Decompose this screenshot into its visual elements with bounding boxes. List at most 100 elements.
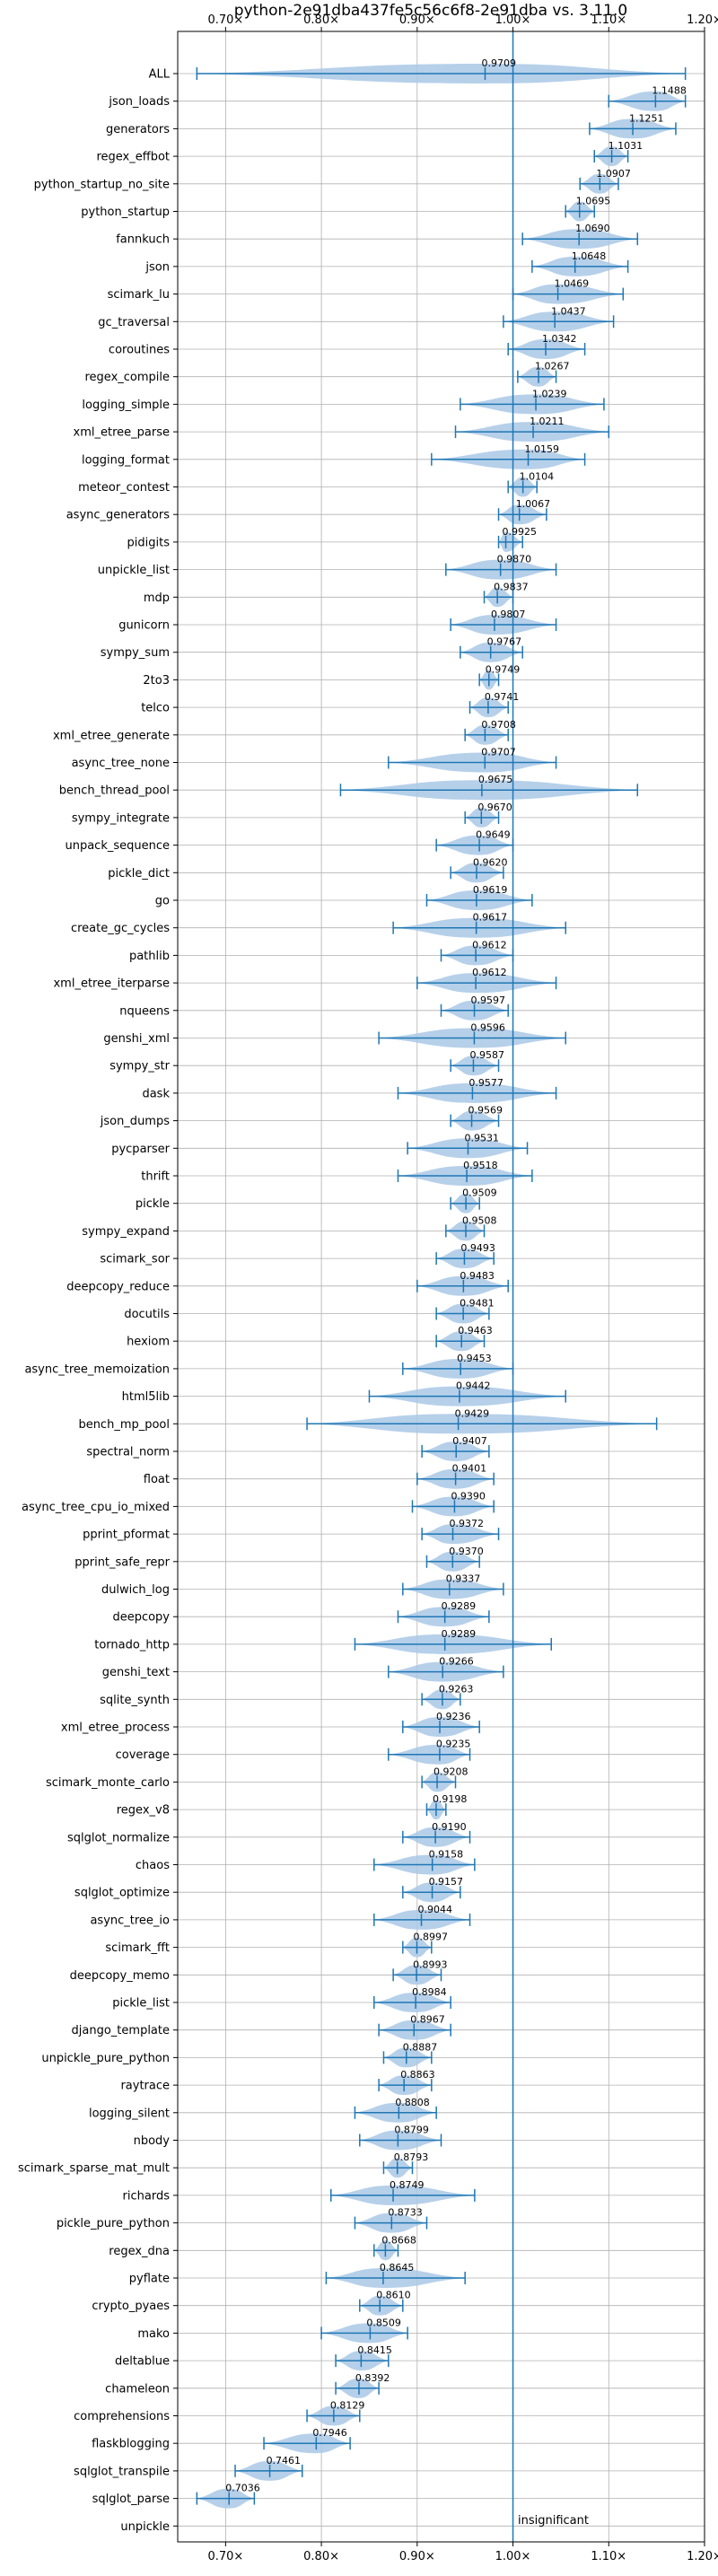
category-label: xml_etree_generate bbox=[53, 729, 170, 742]
value-label: 0.8610 bbox=[376, 2290, 411, 2301]
category-label: async_tree_io bbox=[90, 1914, 170, 1927]
value-label: 0.9337 bbox=[446, 1573, 481, 1585]
category-label: async_tree_cpu_io_mixed bbox=[22, 1501, 170, 1514]
value-label: 0.9707 bbox=[481, 747, 516, 758]
value-label: 0.9587 bbox=[469, 1049, 504, 1061]
category-label: gc_traversal bbox=[98, 316, 170, 329]
value-label: 1.0267 bbox=[535, 361, 570, 372]
violin-layer bbox=[196, 64, 687, 2509]
category-label: coverage bbox=[116, 1748, 170, 1762]
value-label: 0.9266 bbox=[439, 1656, 474, 1668]
value-label: 0.9596 bbox=[470, 1022, 505, 1034]
value-label: 1.0437 bbox=[551, 305, 586, 317]
value-label: 0.9617 bbox=[473, 912, 508, 924]
category-label: json bbox=[144, 260, 170, 274]
category-label: scimark_sor bbox=[100, 1253, 170, 1266]
value-label: 0.9390 bbox=[451, 1490, 485, 1502]
value-label: 1.0695 bbox=[576, 196, 611, 207]
value-label: 0.7036 bbox=[225, 2483, 260, 2494]
category-label: telco bbox=[141, 702, 170, 715]
tick-label-top: 1.20× bbox=[687, 13, 718, 27]
category-label: 2to3 bbox=[143, 674, 170, 688]
category-label: docutils bbox=[124, 1308, 170, 1321]
value-label: 0.9531 bbox=[464, 1132, 499, 1143]
value-label: 0.9649 bbox=[476, 829, 511, 841]
category-label: deepcopy_reduce bbox=[66, 1280, 170, 1293]
value-label: 0.9044 bbox=[418, 1904, 453, 1915]
category-label: html5lib bbox=[122, 1390, 170, 1404]
category-label: sqlglot_transpile bbox=[74, 2465, 170, 2478]
category-label: unpickle_pure_python bbox=[41, 2052, 170, 2065]
category-label: dask bbox=[142, 1087, 170, 1100]
tick-label-top: 0.70× bbox=[207, 13, 243, 27]
category-label: pickle bbox=[136, 1197, 170, 1211]
value-label: 0.9675 bbox=[478, 774, 513, 785]
value-label: 0.9597 bbox=[471, 994, 506, 1006]
category-label: thrift bbox=[141, 1170, 170, 1184]
value-label: 0.9463 bbox=[458, 1325, 493, 1336]
category-label: logging_silent bbox=[89, 2107, 170, 2120]
category-label: unpickle bbox=[120, 2520, 170, 2534]
value-label: 0.8997 bbox=[413, 1932, 448, 1943]
category-label: pyflate bbox=[129, 2273, 170, 2286]
tick-label-bottom: 0.80× bbox=[303, 2550, 339, 2563]
value-label: 1.0342 bbox=[542, 333, 577, 345]
insignificant-annotation: insignificant bbox=[518, 2514, 589, 2528]
value-label: 0.8799 bbox=[394, 2125, 429, 2136]
tick-label-bottom: 0.90× bbox=[399, 2550, 435, 2563]
value-label: 1.1251 bbox=[629, 112, 664, 124]
value-label: 0.8967 bbox=[410, 2014, 445, 2026]
category-label: scimark_sparse_mat_mult bbox=[18, 2162, 170, 2176]
value-label: 0.8887 bbox=[403, 2041, 438, 2053]
value-label: 0.9481 bbox=[460, 1298, 495, 1310]
value-label: 0.9190 bbox=[432, 1821, 467, 1833]
category-label: scimark_fft bbox=[105, 1941, 170, 1955]
value-label: 0.9518 bbox=[463, 1160, 498, 1171]
tick-label-top: 1.00× bbox=[495, 13, 531, 27]
tick-label-bottom: 1.20× bbox=[687, 2550, 718, 2563]
category-label: raytrace bbox=[120, 2080, 170, 2093]
category-label: sympy_sum bbox=[101, 646, 170, 660]
value-label: 0.9370 bbox=[449, 1546, 483, 1557]
category-label: regex_v8 bbox=[117, 1804, 170, 1818]
category-label: pprint_pformat bbox=[83, 1529, 170, 1542]
category-label: ALL bbox=[149, 68, 171, 82]
category-label: richards bbox=[123, 2189, 171, 2203]
value-label: 1.0104 bbox=[520, 471, 555, 483]
value-label: 0.8984 bbox=[412, 1986, 447, 1998]
category-label: xml_etree_parse bbox=[74, 426, 170, 440]
value-label: 0.9670 bbox=[477, 802, 512, 813]
value-label: 0.9453 bbox=[457, 1353, 492, 1364]
category-label: regex_compile bbox=[84, 371, 170, 384]
category-label: crypto_pyaes bbox=[92, 2300, 170, 2313]
value-label: 0.9509 bbox=[462, 1187, 497, 1199]
category-label: sqlglot_normalize bbox=[67, 1831, 170, 1844]
value-label: 1.0469 bbox=[555, 278, 590, 290]
category-label: genshi_text bbox=[102, 1666, 170, 1679]
value-label: 1.0159 bbox=[525, 443, 560, 455]
category-label: unpickle_list bbox=[98, 564, 170, 577]
value-label: 0.8749 bbox=[390, 2179, 425, 2191]
value-label: 0.9289 bbox=[442, 1600, 477, 1612]
value-label: 0.9157 bbox=[429, 1876, 463, 1888]
value-label: 0.9577 bbox=[468, 1077, 503, 1089]
category-label: unpack_sequence bbox=[65, 839, 170, 853]
category-label: scimark_lu bbox=[108, 288, 170, 302]
category-label: sqlglot_optimize bbox=[74, 1887, 170, 1900]
category-label: sympy_str bbox=[109, 1060, 170, 1073]
category-label: pickle_list bbox=[112, 1997, 170, 2011]
value-label: 0.9767 bbox=[487, 636, 522, 648]
value-label: 0.9263 bbox=[439, 1683, 474, 1695]
value-label: 0.8415 bbox=[357, 2344, 392, 2356]
tick-label-bottom: 1.10× bbox=[591, 2550, 626, 2563]
category-label: async_tree_none bbox=[72, 757, 170, 770]
value-label: 0.9407 bbox=[452, 1435, 487, 1447]
value-label: 0.8645 bbox=[380, 2262, 415, 2274]
category-label: async_tree_memoization bbox=[24, 1362, 170, 1376]
category-label: pprint_safe_repr bbox=[74, 1555, 170, 1569]
category-label: pidigits bbox=[127, 536, 171, 549]
category-label: pycparser bbox=[111, 1143, 170, 1156]
category-label: regex_effbot bbox=[96, 151, 170, 164]
category-label: flaskblogging bbox=[92, 2438, 170, 2451]
category-label: sympy_expand bbox=[82, 1225, 170, 1239]
